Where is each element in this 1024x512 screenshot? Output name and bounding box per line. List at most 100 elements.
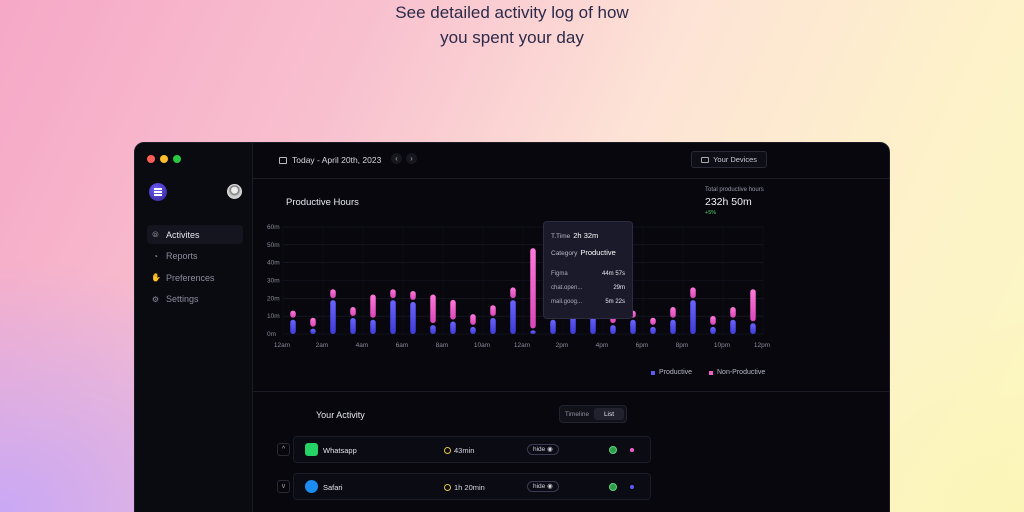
app-name: Whatsapp <box>323 446 357 455</box>
date-label: Today - April 20th, 2023 <box>292 155 382 165</box>
app-time: 1h 20min <box>444 483 485 492</box>
x-tick-label: 8am <box>436 342 449 349</box>
safari-icon <box>305 480 318 493</box>
app-window: ⦾ Activites ◔ Reports ✋ Preferences ⚙ Se… <box>134 142 890 512</box>
sidebar-item-settings[interactable]: ⚙ Settings <box>147 290 243 309</box>
bar-non-productive <box>470 314 476 325</box>
x-tick-label: 10am <box>474 342 490 349</box>
top-bar: Today - April 20th, 2023 ‹ › Your Device… <box>253 143 889 179</box>
x-tick-label: 4am <box>356 342 369 349</box>
bar-non-productive <box>490 305 496 316</box>
y-tick-label: 20m <box>267 295 280 302</box>
tooltip-app-list: Figma 44m 57s chat.open... 29m mail.goog… <box>551 271 625 305</box>
list-item[interactable]: Safari 1h 20min hide ◉ <box>293 473 651 500</box>
collapse-row-button[interactable]: ^ <box>277 443 290 456</box>
next-day-button[interactable]: › <box>406 153 417 164</box>
hide-button[interactable]: hide ◉ <box>527 481 559 492</box>
bar-productive <box>510 300 516 334</box>
hide-button[interactable]: hide ◉ <box>527 444 559 455</box>
maximize-window-button[interactable] <box>173 155 181 163</box>
total-productive-change: +5% <box>705 210 717 216</box>
total-productive-value: 232h 50m <box>705 196 752 208</box>
sidebar-nav: ⦾ Activites ◔ Reports ✋ Preferences ⚙ Se… <box>147 225 243 311</box>
category-dot <box>630 448 634 452</box>
tooltip-app-row: Figma 44m 57s <box>551 271 625 277</box>
bar-productive <box>650 326 656 334</box>
bar-non-productive <box>750 289 756 322</box>
clock-icon <box>444 447 451 454</box>
activity-title: Your Activity <box>316 410 365 420</box>
date-picker[interactable]: Today - April 20th, 2023 <box>279 155 381 165</box>
tab-timeline[interactable]: Timeline <box>564 410 590 418</box>
tooltip-app-time: 29m <box>613 285 625 291</box>
view-toggle: Timeline List <box>559 405 627 423</box>
chart-title: Productive Hours <box>286 197 359 208</box>
x-tick-label: 2pm <box>556 342 569 349</box>
bar-productive <box>670 319 676 334</box>
tooltip-app-name: Figma <box>551 271 568 277</box>
bar-non-productive <box>370 294 376 318</box>
bar-productive <box>330 300 336 334</box>
x-tick-label: 8pm <box>676 342 689 349</box>
avatar[interactable] <box>227 184 242 199</box>
legend-label-productive: Productive <box>659 369 693 376</box>
app-name: Safari <box>323 483 343 492</box>
x-tick-label: 2am <box>316 342 329 349</box>
clock-icon: ◔ <box>153 251 158 261</box>
globe-icon <box>609 446 617 454</box>
bar-non-productive <box>690 287 696 299</box>
expand-row-button[interactable]: v <box>277 480 290 493</box>
bar-productive <box>550 319 556 334</box>
your-devices-button[interactable]: Your Devices <box>691 151 767 168</box>
hand-icon: ✋ <box>151 273 161 282</box>
tooltip-category-label: Category <box>551 250 578 257</box>
bar-productive <box>750 323 756 334</box>
bar-productive <box>450 321 456 334</box>
bar-non-productive <box>450 299 456 320</box>
total-productive-label: Total productive hours <box>705 187 764 193</box>
x-tick-label: 10pm <box>714 342 730 349</box>
minimize-window-button[interactable] <box>160 155 168 163</box>
x-tick-label: 6am <box>396 342 409 349</box>
tooltip-app-name: mail.goog... <box>551 299 583 305</box>
app-time-value: 43min <box>454 446 475 455</box>
tooltip-app-time: 5m 22s <box>605 299 625 305</box>
bar-non-productive <box>710 315 716 325</box>
bar-productive <box>390 300 396 334</box>
app-time-value: 1h 20min <box>454 483 485 492</box>
productive-hours-chart: 0m 10m 20m 30m 40m 50m 60m 12am 2am 4am 6am 8am 10am… <box>267 224 770 349</box>
sidebar-item-label: Reports <box>166 251 198 261</box>
your-devices-label: Your Devices <box>713 155 757 164</box>
bar-non-productive <box>330 289 336 299</box>
sidebar-item-label: Settings <box>166 294 199 304</box>
bar-productive <box>410 301 416 334</box>
legend-item-non-productive: Non-Productive <box>709 369 765 376</box>
sidebar-item-reports[interactable]: ◔ Reports <box>147 247 243 266</box>
globe-icon <box>609 483 617 491</box>
gear-icon: ⚙ <box>151 294 160 304</box>
sidebar-item-preferences[interactable]: ✋ Preferences <box>147 268 243 287</box>
legend-swatch-non-productive <box>709 370 713 375</box>
prev-day-button[interactable]: ‹ <box>391 153 402 164</box>
sidebar-item-activities[interactable]: ⦾ Activites <box>147 225 243 244</box>
x-tick-label: 6pm <box>636 342 649 349</box>
bar-non-productive <box>510 287 516 299</box>
list-item[interactable]: Whatsapp 43min hide ◉ <box>293 436 651 463</box>
tooltip-app-name: chat.open... <box>551 285 583 291</box>
close-window-button[interactable] <box>147 155 155 163</box>
bar-non-productive <box>730 307 736 318</box>
x-tick-label: 12pm <box>754 342 770 349</box>
bar-non-productive <box>650 317 656 325</box>
x-tick-label: 12am <box>514 342 530 349</box>
bar-non-productive <box>390 289 396 299</box>
y-tick-label: 60m <box>267 224 280 231</box>
y-tick-label: 30m <box>267 278 280 285</box>
bar-productive <box>470 326 476 334</box>
sidebar: ⦾ Activites ◔ Reports ✋ Preferences ⚙ Se… <box>135 143 253 512</box>
bar-non-productive <box>410 290 416 300</box>
tab-list[interactable]: List <box>594 408 624 420</box>
clock-icon <box>444 484 451 491</box>
legend-label-non-productive: Non-Productive <box>717 369 766 376</box>
legend-item-productive: Productive <box>651 369 692 376</box>
tooltip-time-value: 2h 32m <box>573 231 599 240</box>
